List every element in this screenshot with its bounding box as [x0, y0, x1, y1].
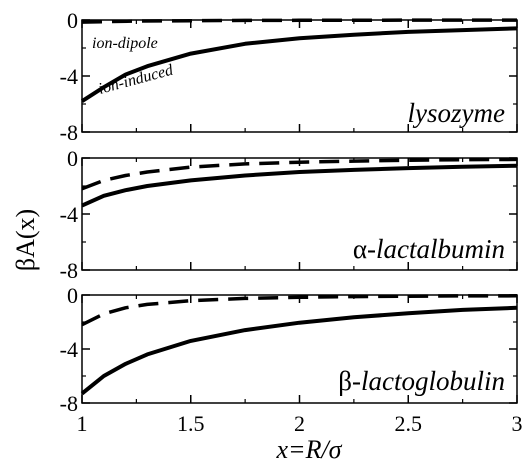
x-tick-label: 2.5	[395, 411, 423, 436]
y-tick-label: 0	[67, 283, 78, 308]
y-tick-label: -4	[60, 202, 78, 227]
y-tick-label: -8	[60, 391, 78, 416]
series-annotation: ion-induced	[97, 61, 176, 97]
series-line-ion-induced	[80, 26, 518, 103]
panel: 0 -4 -8 β-lactoglobulin	[60, 283, 518, 416]
panels: 0 -4 -8 lysozyme ion-dipole ion-induced 0 -4 -8 α…	[60, 8, 523, 436]
panel-label: β-lactoglobulin	[338, 366, 505, 396]
panel-label-prefix: α-	[353, 234, 376, 264]
x-tick-label: 1.5	[177, 411, 205, 436]
panel: 0 -4 -8 lysozyme ion-dipole ion-induced	[60, 8, 518, 145]
y-tick-label: 0	[67, 8, 78, 33]
panel-label: α-lactalbumin	[353, 234, 505, 264]
y-tick-label: -4	[60, 64, 78, 89]
y-tick-label: 0	[67, 146, 78, 171]
panel-label-name: lactoglobulin	[361, 366, 505, 396]
y-tick-label: -8	[60, 120, 78, 145]
x-tick-label: 2	[294, 411, 305, 436]
series-line-ion-dipole	[81, 157, 518, 191]
panel-label-name: lactalbumin	[376, 234, 505, 264]
y-tick-label: -4	[60, 337, 78, 362]
panel-label-name: lysozyme	[408, 98, 505, 128]
panel-label-prefix: β-	[338, 366, 361, 396]
series-annotation: ion-dipole	[92, 35, 158, 52]
panel: 0 -4 -8 α-lactalbumin	[60, 146, 518, 283]
panel-label: lysozyme	[408, 98, 505, 128]
series-line-ion-dipole	[81, 294, 518, 327]
y-axis-label: βA(x)	[11, 209, 40, 271]
x-axis-label: x=R/σ	[275, 435, 342, 464]
series-line-ion-induced	[80, 305, 518, 396]
x-tick-label: 1	[77, 411, 88, 436]
y-tick-label: -8	[60, 258, 78, 283]
x-tick-label: 3	[512, 411, 523, 436]
series-line-ion-induced	[81, 163, 518, 208]
series-line-ion-dipole	[81, 18, 517, 24]
